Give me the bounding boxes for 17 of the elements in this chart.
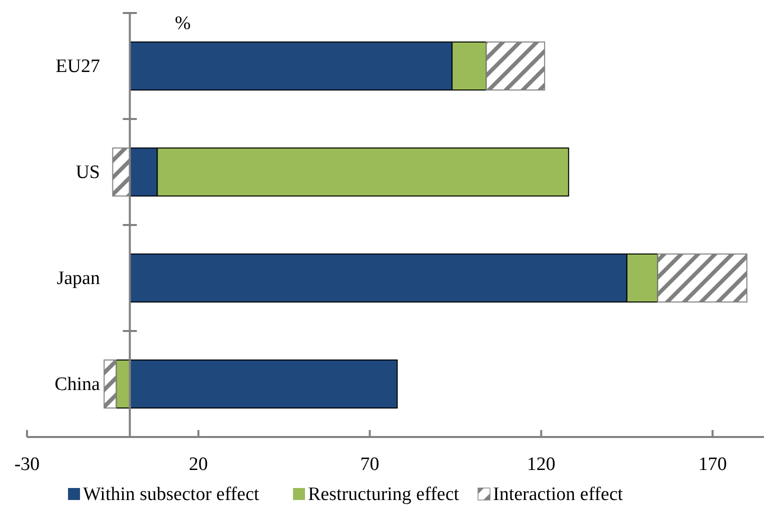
y-tick-label: US xyxy=(76,162,100,183)
x-tick-label: -30 xyxy=(14,454,40,475)
x-tick-label: 70 xyxy=(360,454,380,475)
bar xyxy=(657,254,748,302)
legend-label: Within subsector effect xyxy=(83,484,260,505)
y-tick-label: Japan xyxy=(56,268,100,289)
legend-label: Interaction effect xyxy=(493,484,624,505)
bar xyxy=(486,42,546,90)
x-tick-label: 170 xyxy=(698,454,727,475)
bar xyxy=(104,360,117,408)
x-tick-label: 120 xyxy=(526,454,556,475)
y-tick-label: China xyxy=(54,374,101,395)
x-tick-label: 20 xyxy=(188,454,208,475)
y-axis-title: % xyxy=(174,13,191,34)
legend-label: Restructuring effect xyxy=(308,484,460,505)
y-tick-label: EU27 xyxy=(56,56,100,77)
bar xyxy=(129,360,398,408)
